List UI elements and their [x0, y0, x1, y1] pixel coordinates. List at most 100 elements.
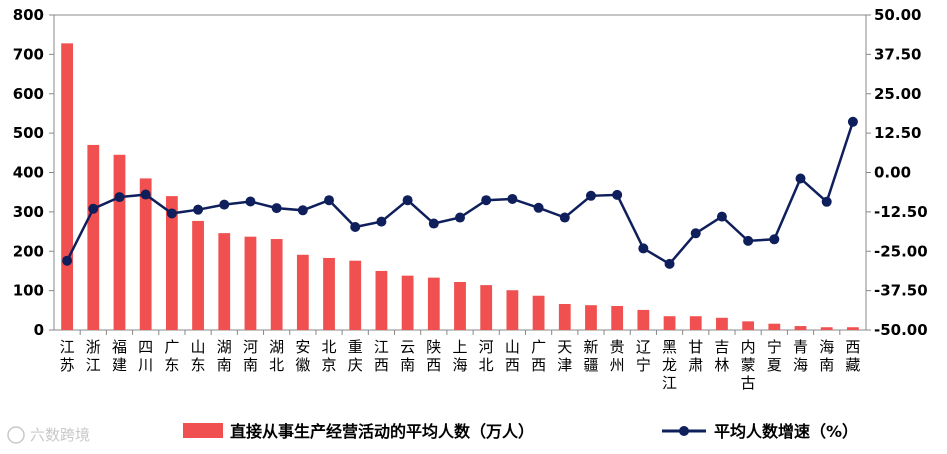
growth-point-广西 [533, 202, 544, 213]
left-tick-label: 500 [13, 124, 44, 142]
growth-point-山东 [193, 204, 204, 215]
watermark-logo-icon [7, 426, 25, 444]
category-label-河北: 河北 [479, 338, 494, 374]
left-tick-label: 100 [13, 282, 44, 300]
category-label-黑龙江: 黑龙江 [662, 338, 677, 392]
left-tick-label: 800 [13, 6, 44, 24]
bar-吉林 [716, 317, 728, 330]
bar-海南 [820, 327, 833, 330]
bar-甘肃 [689, 316, 702, 330]
growth-point-青海 [795, 173, 806, 184]
growth-point-浙江 [88, 203, 99, 214]
growth-point-重庆 [350, 221, 361, 232]
growth-point-云南 [402, 195, 413, 206]
legend-line-label: 平均人数增速（%） [714, 422, 858, 441]
bar-浙江 [87, 144, 100, 330]
growth-point-天津 [559, 212, 570, 223]
bar-安徽 [296, 254, 309, 330]
growth-point-湖北 [271, 203, 282, 214]
category-label-广东: 广东 [164, 338, 179, 374]
bar-西藏 [847, 327, 859, 330]
right-tick-label: 37.50 [874, 45, 921, 63]
growth-point-黑龙江 [664, 258, 675, 269]
category-label-贵州: 贵州 [610, 338, 625, 374]
growth-point-安徽 [297, 205, 308, 216]
right-tick-label: -12.50 [874, 203, 928, 221]
growth-point-江西 [376, 216, 387, 227]
right-tick-label: -50.00 [874, 321, 928, 339]
bar-青海 [794, 326, 807, 330]
bar-河北 [480, 285, 493, 330]
growth-point-山西 [507, 193, 518, 204]
category-label-陕西: 陕西 [426, 338, 441, 374]
left-tick-label: 300 [13, 203, 44, 221]
category-label-吉林: 吉林 [714, 338, 729, 374]
growth-point-辽宁 [638, 243, 649, 254]
growth-point-河南 [245, 196, 256, 207]
category-label-甘肃: 甘肃 [688, 338, 703, 374]
bar-北京 [323, 257, 335, 330]
bar-广西 [532, 295, 545, 330]
bar-辽宁 [637, 309, 650, 330]
category-label-山东: 山东 [191, 338, 206, 374]
right-tick-label: 50.00 [874, 6, 921, 24]
growth-line [65, 121, 855, 266]
bar-重庆 [349, 260, 362, 330]
growth-point-福建 [114, 192, 125, 203]
category-label-海南: 海南 [819, 338, 834, 374]
bar-湖南 [218, 233, 231, 330]
bar-河南 [244, 236, 257, 330]
bar-湖北 [270, 239, 283, 330]
growth-point-吉林 [716, 211, 727, 222]
category-label-重庆: 重庆 [348, 338, 363, 374]
legend-line-marker [679, 426, 689, 436]
growth-point-西藏 [847, 116, 858, 127]
category-label-安徽: 安徽 [295, 338, 310, 374]
bar-四川 [139, 178, 152, 330]
category-label-湖北: 湖北 [269, 338, 284, 374]
category-label-上海: 上海 [452, 338, 467, 374]
growth-point-上海 [455, 212, 465, 223]
growth-point-甘肃 [690, 228, 701, 239]
bar-山东 [192, 220, 204, 330]
bar-云南 [401, 275, 414, 330]
bar-江苏 [61, 43, 73, 330]
watermark: 六数跨境 [7, 426, 90, 444]
right-tick-label: -37.50 [874, 282, 928, 300]
right-tick-label: 0.00 [874, 164, 911, 182]
category-label-江苏: 江苏 [60, 338, 75, 374]
left-tick-label: 0 [34, 321, 44, 339]
watermark-text: 六数跨境 [30, 426, 90, 444]
growth-point-广东 [166, 208, 177, 219]
legend: 直接从事生产经营活动的平均人数（万人） 平均人数增速（%） [183, 422, 858, 441]
bar-天津 [558, 304, 571, 330]
growth-point-四川 [140, 189, 151, 200]
bar-贵州 [611, 305, 624, 330]
right-tick-label: 25.00 [874, 85, 921, 103]
legend-bar-swatch [183, 423, 223, 438]
left-tick-label: 700 [13, 45, 44, 63]
growth-point-宁夏 [769, 234, 780, 245]
growth-point-湖南 [219, 199, 230, 210]
category-label-新疆: 新疆 [583, 338, 598, 374]
bar-宁夏 [768, 323, 781, 330]
category-label-西藏: 西藏 [845, 338, 860, 374]
right-y-axis: -50.00 -37.50 -25.00 -12.50 0.00 12.50 25.00 37… [866, 6, 928, 339]
left-tick-label: 600 [13, 85, 44, 103]
growth-point-河北 [481, 195, 492, 206]
category-label-江西: 江西 [374, 338, 389, 374]
category-label-云南: 云南 [400, 338, 415, 374]
category-label-广西: 广西 [531, 338, 546, 374]
growth-point-海南 [821, 196, 832, 207]
x-axis: 江苏浙江福建四川广东山东湖南河南湖北安徽北京重庆江西云南陕西上海河北山西广西天津… [60, 330, 860, 392]
growth-point-江苏 [62, 255, 73, 266]
right-tick-label: 12.50 [874, 124, 921, 142]
left-y-axis: 0 100 200 300 400 500 600 700 800 [13, 6, 54, 339]
category-label-北京: 北京 [322, 338, 337, 374]
left-tick-label: 200 [13, 242, 44, 260]
legend-bar-label: 直接从事生产经营活动的平均人数（万人） [230, 422, 534, 441]
right-tick-label: -25.00 [874, 242, 928, 260]
bar-广东 [165, 196, 178, 330]
bar-上海 [454, 281, 466, 330]
